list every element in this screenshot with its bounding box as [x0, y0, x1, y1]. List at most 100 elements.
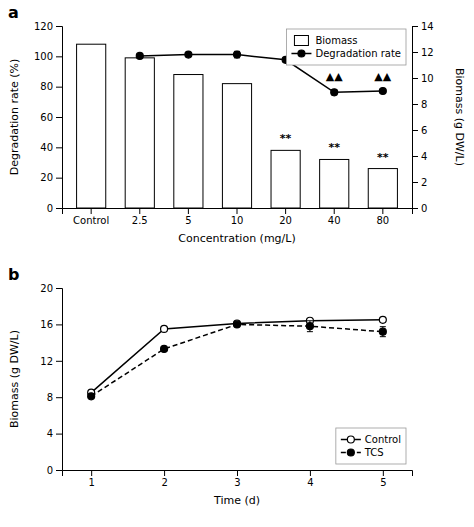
tick: 3: [234, 470, 240, 488]
line: [91, 324, 383, 396]
legend-item: Degradation rate: [291, 48, 401, 59]
legend-item: Control: [341, 434, 401, 445]
tick-label: 100: [34, 51, 53, 62]
annotation: **: [328, 141, 340, 154]
tick-label: 8: [47, 392, 53, 403]
tick: 0: [47, 203, 62, 214]
panel-label: b: [8, 265, 19, 284]
tick-label: 6: [421, 125, 427, 136]
y-axis-title: Biomass (g DW/L): [8, 330, 21, 428]
bar: [320, 159, 349, 208]
y2-axis: 02468101214: [412, 21, 434, 214]
tick: 100: [34, 51, 62, 62]
tick: 80: [376, 208, 389, 226]
tick-mark: [412, 52, 418, 53]
axis-line: [56, 27, 63, 209]
tick: 40: [40, 142, 62, 153]
tick-mark: [382, 208, 383, 214]
tick-label: 20: [279, 215, 292, 226]
point: [234, 321, 241, 328]
x-axis-title: Time (d): [213, 494, 260, 507]
tick-label: 20: [40, 283, 53, 294]
tick: 80: [40, 81, 62, 92]
tick-mark: [56, 56, 62, 57]
tick-label: 4: [307, 477, 313, 488]
tick-label: 120: [34, 21, 53, 32]
tick-label: 10: [231, 215, 244, 226]
bar: [77, 44, 106, 208]
tick: 6: [412, 125, 427, 136]
tick-mark: [56, 470, 62, 471]
tick-mark: [237, 208, 238, 214]
tick: 8: [47, 392, 62, 403]
tick-mark: [56, 324, 62, 325]
axis-line: [63, 471, 413, 477]
tick-mark: [56, 434, 62, 435]
annotation: ▲▲: [374, 70, 391, 83]
tick-label: 12: [40, 356, 53, 367]
point: [379, 88, 386, 95]
legend: BiomassDegradation rate: [286, 29, 406, 65]
point: [234, 51, 241, 58]
tick-label: Control: [73, 215, 109, 226]
legend-label: Control: [365, 434, 401, 445]
tick-label: 0: [47, 465, 53, 476]
point: [161, 345, 168, 352]
tick: 1: [88, 470, 94, 488]
legend-swatch: [294, 36, 308, 46]
tick: 4: [47, 428, 62, 439]
tick-mark: [310, 470, 311, 476]
error-bar: [331, 90, 337, 95]
tick-label: 3: [234, 477, 240, 488]
panel: 12345048121620Time (d)Biomass (g DW/L)bC…: [8, 265, 413, 507]
error-bar: [380, 327, 386, 337]
legend-frame: [336, 428, 406, 464]
point: [161, 325, 168, 332]
tick-mark: [188, 208, 189, 214]
tick-mark: [56, 26, 62, 27]
tick: 120: [34, 21, 62, 32]
tick-label: 8: [421, 99, 427, 110]
tick-mark: [56, 117, 62, 118]
x-axis-title: Concentration (mg/L): [178, 232, 295, 245]
legend-marker: [298, 50, 305, 57]
tick-label: 4: [47, 428, 53, 439]
tick: Control: [73, 208, 109, 226]
tick-label: 16: [40, 319, 53, 330]
tick-label: 40: [40, 142, 53, 153]
bar: [222, 84, 251, 208]
tick-label: 5: [185, 215, 191, 226]
point: [331, 89, 338, 96]
tick: 12: [40, 356, 62, 367]
tick: 14: [412, 21, 434, 32]
tick: 10: [412, 73, 434, 84]
tick-mark: [56, 288, 62, 289]
tick-label: 1: [88, 477, 94, 488]
tick-label: 0: [421, 203, 427, 214]
tick: 20: [40, 283, 62, 294]
axis-line: [63, 209, 413, 215]
error-bar: [234, 51, 240, 58]
axis-line: [56, 289, 63, 471]
tick-mark: [412, 156, 418, 157]
tick-mark: [412, 26, 418, 27]
tick-mark: [237, 470, 238, 476]
tick: 4: [412, 151, 427, 162]
tick-mark: [164, 470, 165, 476]
tick: 20: [279, 208, 292, 226]
legend-label: TCS: [364, 447, 384, 458]
bar: [271, 150, 300, 208]
x-axis: 1 2 3 4 5: [63, 470, 413, 488]
tick-mark: [56, 361, 62, 362]
tick: 4: [307, 470, 313, 488]
tick-mark: [91, 208, 92, 214]
y-axis: 0 4 8 12 16 20: [40, 283, 62, 476]
tick-mark: [412, 208, 418, 209]
tick-mark: [139, 208, 140, 214]
tick-label: 40: [328, 215, 341, 226]
tick: 2: [161, 470, 167, 488]
tick: 5: [380, 470, 386, 488]
legend-label: Degradation rate: [315, 48, 401, 59]
annotation: ▲▲: [326, 70, 343, 83]
tick-label: 2.5: [132, 215, 148, 226]
